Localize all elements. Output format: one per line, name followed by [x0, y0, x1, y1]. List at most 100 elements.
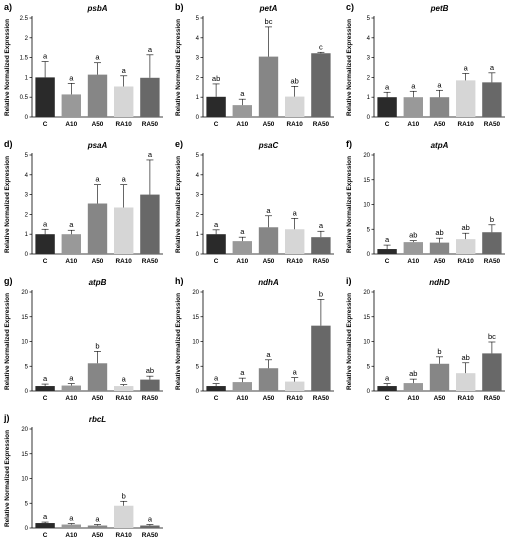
- significance-letter: a: [43, 512, 48, 521]
- y-tick-label: 2: [196, 212, 200, 218]
- bar-ra50: [140, 77, 160, 117]
- x-tick-label: C: [385, 395, 390, 402]
- bar-a50: [258, 56, 279, 117]
- y-tick-label: 3: [196, 193, 200, 199]
- chart-panel-8: i) ndhD Relative Normalized Expression 0 5 10…: [346, 276, 505, 402]
- y-tick-label: 5: [25, 501, 29, 507]
- significance-letter: a: [240, 368, 245, 377]
- x-tick-label: A10: [407, 121, 419, 128]
- significance-letter: a: [293, 208, 298, 217]
- significance-letter: a: [43, 374, 48, 383]
- significance-letter: a: [464, 63, 469, 72]
- significance-letter: a: [95, 53, 100, 62]
- y-axis-label: Relative Normalized Expression: [4, 430, 11, 527]
- x-tick-label: A50: [263, 395, 275, 402]
- significance-letter: bc: [488, 332, 496, 341]
- significance-letter: b: [122, 491, 126, 500]
- bar-a10: [61, 385, 81, 391]
- bar-c: [35, 77, 55, 117]
- bar-a50: [429, 97, 450, 117]
- bar-a50: [258, 227, 279, 254]
- significance-letter: a: [437, 80, 442, 89]
- y-tick-label: 15: [21, 315, 28, 321]
- significance-letter: a: [240, 89, 245, 98]
- bar-a10: [403, 383, 423, 391]
- y-tick-label: 0: [367, 389, 371, 395]
- significance-letter: a: [293, 368, 298, 377]
- x-tick-label: RA50: [484, 121, 501, 128]
- bar-ra50: [140, 194, 160, 254]
- x-tick-label: C: [385, 258, 390, 265]
- y-tick-label: 0: [25, 526, 29, 532]
- bar-a10: [232, 105, 252, 117]
- significance-letter: a: [43, 219, 48, 228]
- significance-letter: a: [385, 82, 390, 91]
- x-tick-label: A10: [65, 395, 77, 402]
- panel-label: a): [4, 2, 12, 12]
- chart-title: psbA: [87, 4, 108, 13]
- bar-a50: [87, 203, 108, 254]
- significance-letter: b: [437, 347, 441, 356]
- bar-a50: [87, 525, 108, 528]
- y-axis-label: Relative Normalized Expression: [4, 156, 11, 253]
- x-tick-label: RA50: [484, 258, 501, 265]
- x-tick-label: RA10: [116, 395, 133, 402]
- y-tick-label: 0: [196, 252, 200, 258]
- y-tick-label: 20: [192, 290, 199, 296]
- y-tick-label: 10: [363, 203, 370, 209]
- chart-panel-7: h) ndhA Relative Normalized Expression 0 5 10…: [175, 276, 334, 402]
- y-tick-label: 0: [25, 389, 29, 395]
- significance-letter: ab: [291, 76, 299, 85]
- x-tick-label: RA10: [116, 258, 133, 265]
- bar-a50: [87, 363, 108, 391]
- y-tick-label: 10: [21, 340, 28, 346]
- y-tick-label: 4: [367, 36, 371, 42]
- bar-ra50: [482, 82, 502, 117]
- significance-letter: a: [266, 350, 271, 359]
- bar-ra10: [285, 96, 305, 117]
- bar-ra50: [311, 325, 331, 391]
- y-tick-label: 4: [25, 173, 29, 179]
- bar-a10: [403, 242, 423, 254]
- x-tick-label: RA10: [458, 121, 475, 128]
- significance-letter: a: [411, 81, 416, 90]
- significance-letter: a: [69, 220, 74, 229]
- bar-a50: [429, 242, 450, 254]
- significance-letter: a: [95, 515, 100, 524]
- significance-letter: a: [95, 175, 100, 184]
- chart-title: psaA: [87, 141, 108, 150]
- x-tick-label: A50: [434, 395, 446, 402]
- chart-panel-9: j) rbcL Relative Normalized Expression 0 5 10…: [3, 413, 163, 539]
- bar-ra50: [311, 53, 331, 117]
- bar-c: [377, 249, 397, 254]
- y-tick-label: 5: [367, 16, 371, 22]
- y-tick-label: 2: [25, 36, 29, 42]
- significance-letter: a: [148, 45, 153, 54]
- y-tick-label: 5: [367, 227, 371, 233]
- bar-ra10: [456, 373, 476, 391]
- y-tick-label: 2: [367, 75, 371, 81]
- x-tick-label: A50: [92, 258, 104, 265]
- y-tick-label: 20: [363, 153, 370, 159]
- y-tick-label: 5: [196, 16, 200, 22]
- x-tick-label: RA10: [458, 258, 475, 265]
- panel-label: i): [346, 276, 352, 286]
- x-tick-label: RA10: [116, 121, 133, 128]
- panel-label: g): [4, 276, 13, 286]
- y-tick-label: 20: [21, 427, 28, 433]
- y-tick-label: 0: [367, 115, 371, 121]
- y-tick-label: 5: [25, 153, 29, 159]
- bar-c: [206, 96, 226, 117]
- significance-letter: ab: [462, 353, 470, 362]
- y-tick-label: 1: [25, 232, 29, 238]
- significance-letter: a: [148, 515, 153, 524]
- bar-ra10: [285, 381, 305, 391]
- significance-letter: a: [214, 374, 219, 383]
- bar-ra50: [482, 353, 502, 391]
- y-tick-label: 10: [363, 340, 370, 346]
- significance-letter: bc: [265, 17, 273, 26]
- bar-c: [35, 234, 55, 254]
- significance-letter: a: [385, 374, 390, 383]
- y-axis-label: Relative Normalized Expression: [175, 156, 182, 253]
- y-tick-label: 4: [196, 173, 200, 179]
